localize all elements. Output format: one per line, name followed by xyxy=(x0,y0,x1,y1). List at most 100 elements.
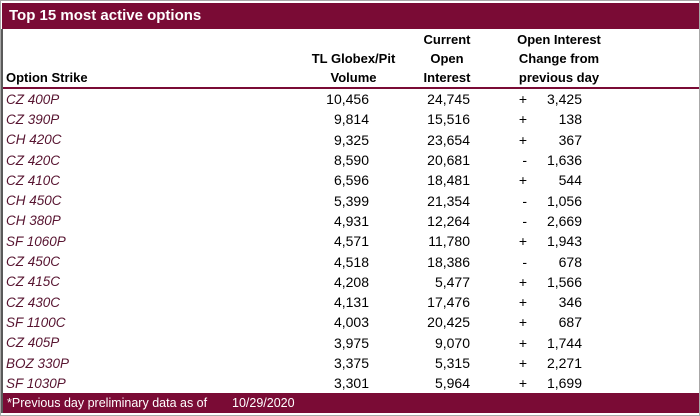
change-sign-cell: + xyxy=(518,294,527,311)
option-strike-cell: CZ 410C xyxy=(6,172,61,188)
table-row: CZ 390P 9,814 15,516 + 138 xyxy=(1,109,699,129)
change-sign-cell: - xyxy=(522,253,527,270)
table-row: SF 1060P 4,571 11,780 + 1,943 xyxy=(1,231,699,251)
table-body: CZ 400P 10,456 24,745 + 3,425 CZ 390P 9,… xyxy=(1,89,699,393)
table-row: BOZ 330P 3,375 5,315 + 2,271 xyxy=(1,353,699,373)
change-value-cell: 2,271 xyxy=(546,355,582,371)
open-interest-cell: 5,964 xyxy=(434,375,470,392)
option-strike-cell: CZ 390P xyxy=(6,111,60,127)
option-strike-cell: CZ 450C xyxy=(6,254,61,270)
volume-cell: 4,571 xyxy=(333,233,369,250)
open-interest-cell: 24,745 xyxy=(427,91,470,108)
open-interest-cell: 17,476 xyxy=(427,294,470,311)
change-value-cell: 367 xyxy=(558,131,582,148)
change-sign-cell: + xyxy=(518,172,527,189)
volume-cell: 10,456 xyxy=(326,91,369,108)
open-interest-cell: 9,070 xyxy=(434,334,470,351)
change-sign-cell: + xyxy=(518,111,527,128)
change-sign-cell: + xyxy=(518,355,527,371)
footer-date: 10/29/2020 xyxy=(232,396,295,410)
column-header-oi-line2: Open xyxy=(430,51,464,66)
option-strike-cell: CH 420C xyxy=(6,132,62,148)
change-sign-cell: + xyxy=(518,375,527,392)
option-strike-cell: CZ 415C xyxy=(6,274,61,290)
change-value-cell: 544 xyxy=(558,172,582,189)
column-header-change-line2: Change from xyxy=(518,51,600,66)
column-header-volume-line1: TL Globex/Pit xyxy=(311,51,396,66)
change-value-cell: 2,669 xyxy=(546,212,582,229)
change-value-cell: 1,566 xyxy=(546,273,582,290)
change-value-cell: 1,636 xyxy=(546,152,582,169)
option-strike-cell: CZ 405P xyxy=(6,335,60,351)
page-title: Top 15 most active options xyxy=(2,3,699,29)
open-interest-cell: 21,354 xyxy=(427,192,470,209)
open-interest-cell: 18,481 xyxy=(427,172,470,189)
volume-cell: 4,208 xyxy=(333,273,369,290)
column-header-change-line1: Open Interest xyxy=(517,32,601,47)
table-row: CZ 405P 3,975 9,070 + 1,744 xyxy=(1,333,699,353)
change-value-cell: 3,425 xyxy=(546,91,582,108)
sheet-left-border xyxy=(1,29,3,413)
option-strike-cell: SF 1060P xyxy=(6,233,66,249)
table-row: CH 420C 9,325 23,654 + 367 xyxy=(1,130,699,150)
option-strike-cell: CZ 430C xyxy=(6,294,61,310)
table-row: SF 1100C 4,003 20,425 + 687 xyxy=(1,312,699,332)
table-row: CZ 400P 10,456 24,745 + 3,425 xyxy=(1,89,699,109)
open-interest-cell: 5,477 xyxy=(434,273,470,290)
table-row: CZ 415C 4,208 5,477 + 1,566 xyxy=(1,272,699,292)
open-interest-cell: 15,516 xyxy=(427,111,470,128)
volume-cell: 8,590 xyxy=(333,152,369,169)
option-strike-cell: BOZ 330P xyxy=(6,355,70,371)
option-strike-cell: SF 1100C xyxy=(6,314,66,330)
open-interest-cell: 20,425 xyxy=(427,314,470,331)
open-interest-cell: 11,780 xyxy=(428,233,470,250)
table-header: Option Strike TL Globex/Pit Volume Curre… xyxy=(1,30,699,87)
footer-bar: *Previous day preliminary data as of 10/… xyxy=(2,393,699,413)
change-value-cell: 687 xyxy=(558,314,582,331)
volume-cell: 4,931 xyxy=(333,212,369,229)
change-sign-cell: + xyxy=(518,314,527,331)
column-header-change-line3: previous day xyxy=(518,70,600,85)
change-value-cell: 1,056 xyxy=(546,192,582,209)
change-value-cell: 1,744 xyxy=(546,334,582,351)
volume-cell: 3,301 xyxy=(333,375,369,392)
volume-cell: 9,325 xyxy=(333,131,369,148)
change-sign-cell: - xyxy=(522,152,527,169)
column-header-oi-change: Open Interest Change from previous day xyxy=(497,30,621,87)
volume-cell: 4,003 xyxy=(333,314,369,331)
table-row: CH 450C 5,399 21,354 - 1,056 xyxy=(1,190,699,210)
header-divider xyxy=(1,87,699,89)
table-row: CH 380P 4,931 12,264 - 2,669 xyxy=(1,211,699,231)
open-interest-cell: 18,386 xyxy=(427,253,470,270)
open-interest-cell: 12,264 xyxy=(427,212,470,229)
volume-cell: 3,975 xyxy=(333,334,369,351)
change-sign-cell: - xyxy=(522,212,527,229)
table-row: CZ 420C 8,590 20,681 - 1,636 xyxy=(1,150,699,170)
volume-cell: 9,814 xyxy=(333,111,369,128)
table-row: CZ 430C 4,131 17,476 + 346 xyxy=(1,292,699,312)
option-strike-cell: CH 450C xyxy=(6,193,62,209)
option-strike-cell: CZ 420C xyxy=(6,152,61,168)
change-value-cell: 346 xyxy=(558,294,582,311)
column-header-oi-line3: Interest xyxy=(423,70,471,85)
option-strike-cell: CH 380P xyxy=(6,213,61,229)
table-row: SF 1030P 3,301 5,964 + 1,699 xyxy=(1,373,699,393)
change-sign-cell: + xyxy=(518,131,527,148)
change-sign-cell: + xyxy=(518,91,527,108)
table-row: CZ 450C 4,518 18,386 - 678 xyxy=(1,251,699,271)
change-value-cell: 1,943 xyxy=(546,233,582,250)
column-header-open-interest: Current Open Interest xyxy=(397,30,497,87)
volume-cell: 5,399 xyxy=(333,192,369,209)
change-value-cell: 1,699 xyxy=(546,375,582,392)
option-strike-cell: SF 1030P xyxy=(6,375,66,391)
column-header-volume: TL Globex/Pit Volume xyxy=(281,49,426,87)
change-sign-cell: + xyxy=(518,273,527,290)
change-sign-cell: - xyxy=(522,192,527,209)
change-value-cell: 138 xyxy=(558,111,582,128)
column-header-oi-line1: Current xyxy=(423,32,471,47)
column-header-volume-line2: Volume xyxy=(330,70,377,85)
open-interest-cell: 23,654 xyxy=(427,131,470,148)
change-sign-cell: + xyxy=(518,334,527,351)
option-strike-cell: CZ 400P xyxy=(6,91,60,107)
